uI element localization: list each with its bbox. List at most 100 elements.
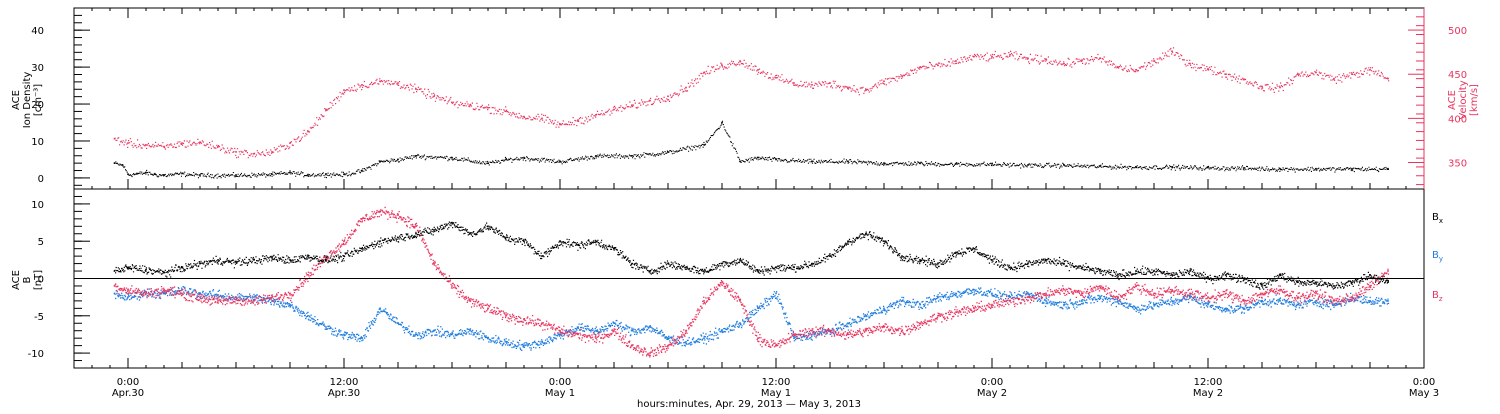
- data-point: [361, 84, 363, 86]
- data-point: [487, 225, 489, 228]
- data-point: [685, 329, 687, 332]
- data-point: [1153, 270, 1155, 272]
- data-point: [433, 262, 435, 265]
- b-tick-label: 10: [31, 200, 44, 211]
- data-point: [1387, 270, 1389, 272]
- data-point: [649, 270, 651, 272]
- data-point: [199, 296, 201, 298]
- data-point: [1315, 281, 1317, 283]
- data-point: [1261, 300, 1263, 302]
- data-point: [667, 151, 669, 153]
- data-point: [1261, 85, 1263, 88]
- data-point: [1261, 285, 1263, 287]
- density-axis-label-line: [cm⁻³]: [33, 84, 44, 116]
- data-point: [1243, 78, 1245, 81]
- density-axis-label-line: ACE: [11, 90, 22, 110]
- velocity-tick-label: 400: [1448, 114, 1467, 125]
- data-point: [955, 163, 957, 165]
- data-point: [113, 270, 116, 272]
- data-point: [343, 240, 345, 242]
- data-point: [379, 80, 381, 83]
- data-point: [739, 60, 741, 62]
- plot-frame: [73, 7, 1425, 369]
- data-point: [451, 156, 453, 159]
- data-point: [451, 333, 453, 336]
- data-point: [1225, 292, 1227, 295]
- data-point: [1027, 296, 1029, 298]
- data-point: [1315, 292, 1317, 295]
- data-point: [1261, 292, 1263, 295]
- data-point: [1369, 274, 1371, 276]
- x-tick-time: 0:00: [981, 377, 1003, 388]
- data-point: [667, 344, 669, 347]
- scatter-cloud: [114, 286, 1390, 351]
- data-point: [1279, 86, 1281, 89]
- points-layer: [113, 47, 1390, 358]
- data-point: [829, 329, 831, 332]
- data-point: [1369, 69, 1371, 71]
- data-point: [685, 266, 687, 269]
- data-point: [397, 158, 399, 161]
- b-axis-label-line: [nT]: [33, 270, 44, 290]
- data-point: [1297, 281, 1299, 283]
- data-point: [1243, 167, 1245, 169]
- data-point: [289, 292, 291, 295]
- data-point: [703, 71, 705, 74]
- data-point: [667, 95, 669, 98]
- data-point: [631, 155, 633, 157]
- data-point: [757, 69, 759, 71]
- data-point: [163, 292, 165, 295]
- data-point: [325, 326, 327, 328]
- x-tick-date: Apr.30: [112, 388, 144, 399]
- data-point: [1027, 57, 1029, 60]
- data-point: [1279, 167, 1281, 170]
- velocity-tick-label: 500: [1448, 26, 1467, 37]
- data-point: [289, 171, 291, 174]
- density-tick-label: 10: [31, 137, 44, 148]
- series-by: [113, 286, 1390, 351]
- data-point: [343, 333, 345, 336]
- data-point: [217, 145, 219, 148]
- legend-sub: x: [1439, 217, 1443, 225]
- data-point: [505, 158, 507, 161]
- data-point: [271, 151, 273, 153]
- data-point: [721, 329, 723, 332]
- data-point: [901, 75, 903, 77]
- data-point: [145, 292, 147, 295]
- data-point: [343, 89, 345, 91]
- data-point: [1315, 71, 1317, 74]
- data-point: [505, 110, 507, 113]
- data-point: [595, 337, 597, 339]
- data-point: [1153, 303, 1155, 306]
- data-point: [757, 337, 759, 339]
- data-point: [1279, 288, 1281, 291]
- data-point: [199, 141, 201, 143]
- data-point: [307, 130, 309, 133]
- data-point: [127, 173, 129, 175]
- data-point: [199, 174, 201, 176]
- data-point: [1099, 285, 1101, 287]
- data-point: [955, 60, 957, 62]
- data-point: [307, 173, 309, 176]
- data-point: [1333, 77, 1335, 80]
- series-velocity: [113, 47, 1390, 159]
- data-point: [1063, 62, 1065, 65]
- data-point: [721, 262, 723, 265]
- data-point: [1027, 262, 1029, 265]
- data-point: [415, 155, 417, 157]
- data-point: [1009, 54, 1011, 56]
- data-point: [811, 262, 813, 265]
- data-point: [1135, 166, 1137, 168]
- data-point: [595, 114, 597, 116]
- data-point: [343, 173, 345, 175]
- data-point: [163, 174, 165, 176]
- x-tick-date: May 1: [761, 388, 791, 399]
- data-point: [415, 232, 417, 235]
- velocity-tick-label: 450: [1448, 70, 1467, 81]
- data-point: [1135, 307, 1137, 310]
- data-point: [811, 160, 813, 163]
- data-point: [865, 315, 867, 317]
- data-point: [757, 307, 759, 310]
- data-point: [487, 162, 489, 164]
- x-tick-time: 12:00: [330, 377, 359, 388]
